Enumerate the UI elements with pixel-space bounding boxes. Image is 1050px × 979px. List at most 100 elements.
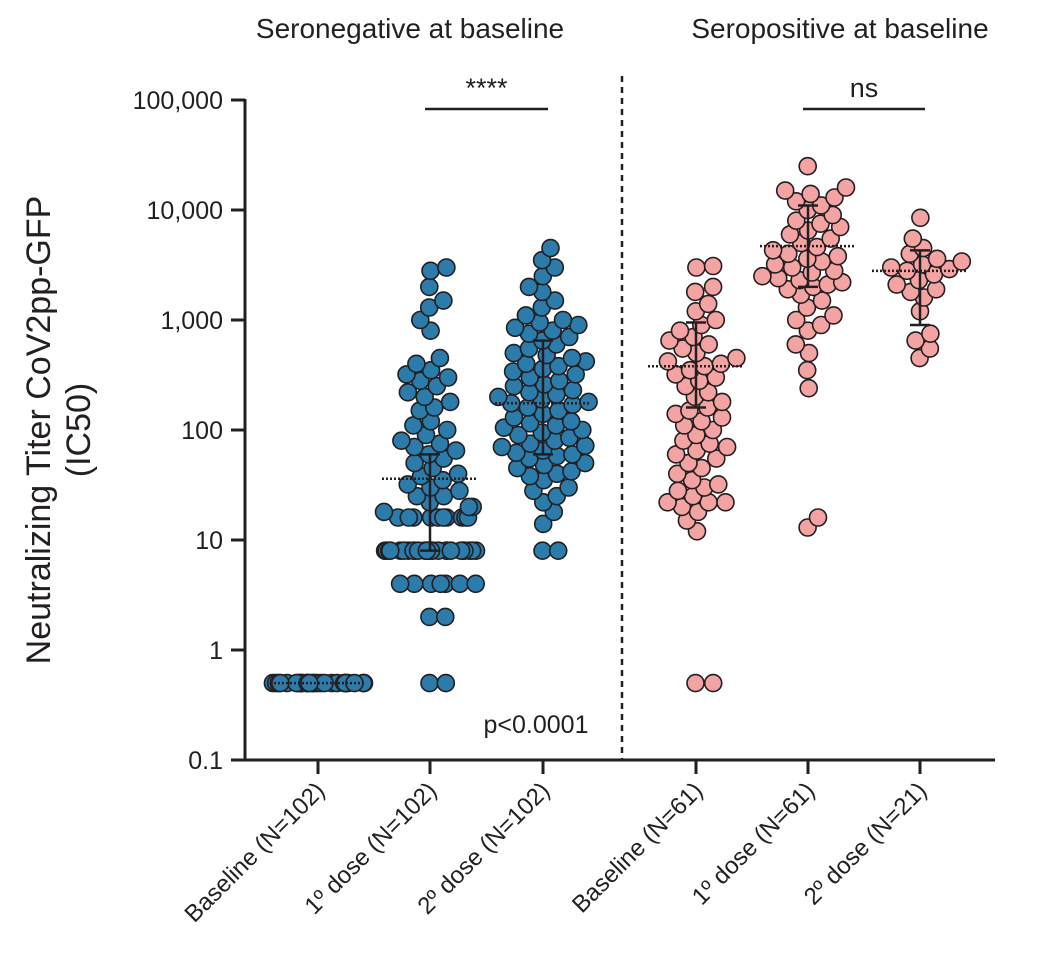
data-point-1-39 (441, 541, 461, 561)
data-point-2-63 (505, 318, 525, 338)
data-point-3-55 (687, 258, 706, 277)
data-point-3-40 (711, 354, 731, 374)
data-point-2-71 (519, 277, 539, 297)
data-point-2-64 (568, 315, 588, 335)
data-point-2-21 (575, 436, 595, 456)
data-point-3-31 (712, 392, 732, 412)
data-point-3-56 (703, 256, 723, 276)
data-point-5-20 (911, 208, 930, 228)
data-point-3-7 (716, 492, 735, 512)
data-point-1-48 (399, 508, 419, 527)
y-tick-label-3: 100 (181, 417, 223, 445)
data-point-4-28 (763, 241, 783, 260)
panel-title-seropositive: Seropositive at baseline (691, 13, 988, 44)
data-point-2-2 (533, 514, 553, 534)
data-point-2-51 (549, 356, 568, 376)
data-point-4-3 (797, 360, 817, 380)
significance-label-0: **** (465, 73, 508, 103)
y-tick-label-5: 10,000 (147, 197, 223, 225)
data-point-1-89 (434, 291, 453, 310)
data-point-1-0 (420, 673, 439, 693)
data-point-1-2 (420, 607, 439, 627)
data-point-0-29 (300, 673, 319, 693)
y-tick-label-2: 10 (195, 527, 223, 555)
data-point-1-78 (398, 382, 418, 402)
y-axis-title-line-2: (IC50) (60, 383, 98, 477)
data-point-4-36 (786, 211, 806, 230)
significance-label-1: ns (850, 73, 879, 103)
data-point-3-27 (712, 408, 732, 427)
y-tick-label-6: 100,000 (133, 87, 223, 115)
data-point-1-9 (466, 574, 486, 594)
data-point-1-1 (436, 673, 456, 693)
significance-annotations: **** ns (425, 73, 925, 111)
y-tick-label-1: 1 (209, 637, 223, 665)
data-point-1-59 (433, 470, 453, 490)
data-point-1-58 (398, 475, 418, 494)
data-point-1-49 (434, 508, 453, 527)
data-point-1-85 (430, 348, 450, 368)
data-point-3-52 (698, 294, 718, 314)
data-point-5-8 (887, 275, 907, 294)
data-point-3-1 (703, 673, 723, 693)
data-point-3-8 (658, 492, 677, 512)
data-point-2-69 (545, 291, 565, 310)
data-point-2-20 (492, 437, 512, 457)
category-label-3: Baseline (N=61) (567, 777, 708, 918)
panel-titles: Seronegative at baseline Seropositive at… (256, 13, 989, 44)
data-point-3-50 (706, 310, 726, 330)
data-point-4-1 (808, 508, 828, 527)
data-point-2-66 (553, 310, 573, 330)
data-point-4-44 (836, 178, 856, 197)
data-point-1-8 (390, 574, 410, 594)
data-point-3-12 (708, 475, 728, 494)
data-point-4-9 (824, 306, 843, 325)
data-point-4-42 (801, 184, 820, 204)
data-point-1-84 (407, 354, 426, 374)
data-point-3-45 (699, 335, 719, 354)
data-point-2-67 (516, 306, 536, 325)
data-point-2-0 (533, 541, 552, 561)
y-axis-title-line-1: Neutralizing Titer CoV2pp-GFP (20, 196, 58, 665)
data-point-4-5 (786, 335, 806, 354)
data-point-4-26 (828, 246, 848, 266)
data-point-1-76 (440, 392, 460, 412)
data-point-5-13 (881, 258, 901, 277)
data-point-1-92 (437, 258, 456, 277)
summary-statistics (270, 204, 968, 685)
data-point-3-54 (703, 277, 723, 297)
data-point-4-43 (775, 181, 795, 200)
data-point-3-10 (668, 481, 688, 501)
data-point-5-2 (906, 331, 925, 350)
axes: 0.1 1 10 100 1,000 10,000 100,000 (133, 76, 995, 775)
p-value-annotation: p<0.0001 (484, 711, 589, 739)
data-point-2-75 (541, 238, 560, 258)
data-point-1-56 (450, 481, 469, 501)
data-point-2-38 (579, 392, 598, 412)
panel-title-seronegative: Seronegative at baseline (256, 13, 564, 44)
data-point-1-3 (435, 607, 455, 627)
data-point-4-8 (786, 310, 806, 330)
data-point-1-87 (410, 310, 430, 330)
data-point-2-7 (559, 478, 578, 497)
data-point-1-90 (419, 277, 439, 297)
data-point-4-4 (799, 343, 819, 363)
data-point-1-71 (437, 420, 457, 440)
data-point-3-42 (727, 348, 746, 368)
data-point-2-25 (509, 425, 528, 445)
data-points (263, 156, 972, 693)
data-point-2-40 (488, 387, 508, 407)
data-point-4-19 (753, 266, 772, 286)
data-point-1-81 (438, 368, 458, 387)
data-point-3-20 (717, 437, 737, 457)
data-point-2-54 (562, 348, 582, 368)
data-point-1-10 (431, 574, 451, 594)
data-point-1-50 (374, 502, 394, 522)
data-point-5-16 (927, 249, 947, 269)
data-point-1-7 (450, 574, 470, 594)
data-point-3-53 (685, 282, 705, 302)
y-tick-label-0: 0.1 (188, 747, 223, 775)
data-point-1-37 (380, 541, 400, 561)
category-labels: Baseline (N=102)1º dose (N=102)2º dose (… (180, 777, 933, 928)
